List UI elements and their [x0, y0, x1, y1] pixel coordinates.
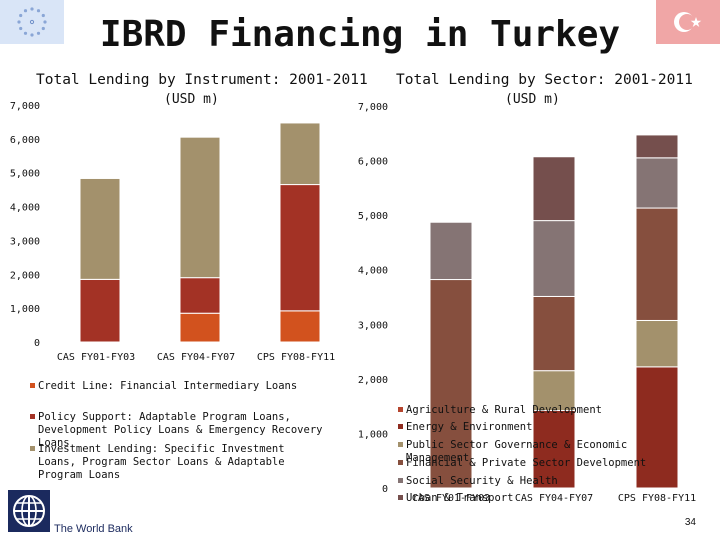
bar-segment [79, 177, 121, 280]
y-tick-label: 0 [382, 484, 388, 495]
bar-segment [279, 310, 321, 343]
x-tick-label: CPS FY08-FY11 [618, 493, 696, 504]
legend-swatch [398, 460, 403, 465]
sector-chart: 0 1,000 2,000 3,000 4,000 5,000 6,000 7,000 CAS … [358, 102, 696, 504]
legend-label: Investment Lending: Specific Investment … [38, 443, 285, 481]
y-tick-label: 6,000 [10, 135, 40, 146]
y-tick-label: 2,000 [10, 270, 40, 281]
y-tick-label: 2,000 [358, 375, 388, 386]
legend-swatch [30, 414, 35, 419]
instrument-legend: Credit Line: Financial Intermediary Loan… [30, 380, 350, 481]
bar-segment [79, 278, 121, 343]
legend-swatch [398, 424, 403, 429]
legend-label: Urban & Transport [406, 492, 514, 504]
bar-segment [279, 184, 321, 312]
bar-segment [179, 136, 221, 279]
x-tick-label: CPS FY08-FY11 [257, 352, 335, 363]
right-chart-title: Total Lending by Sector: 2001-2011 [396, 72, 693, 88]
bar-segment [532, 220, 576, 297]
x-tick-label: CAS FY01-FY03 [412, 493, 490, 504]
y-tick-label: 5,000 [358, 211, 388, 222]
legend-swatch [30, 446, 35, 451]
legend-item: Investment Lending: Specific Investment … [30, 443, 350, 481]
page-title: IBRD Financing in Turkey [99, 14, 621, 55]
y-tick-label: 1,000 [358, 429, 388, 440]
bar-segment [532, 370, 576, 412]
bar-segment [635, 134, 679, 159]
right-chart-unit: (USD m) [505, 92, 560, 107]
legend-item: Public Sector Governance & Economic Mana… [398, 439, 698, 464]
legend-swatch [30, 383, 35, 388]
legend-label: Energy & Environment [406, 421, 533, 433]
bar-segment [635, 366, 679, 489]
legend-item: Agriculture & Rural Development [398, 404, 698, 418]
bar-segment [429, 221, 473, 281]
bar-segment [635, 157, 679, 209]
bar-segment [532, 156, 576, 222]
y-tick-label: 4,000 [358, 266, 388, 277]
bar-segment [279, 122, 321, 186]
bar-segment [532, 295, 576, 372]
y-tick-label: 5,000 [10, 169, 40, 180]
legend-item: Social Security & Health [398, 475, 698, 489]
legend-label: Agriculture & Rural Development [406, 404, 602, 416]
x-tick-label: CAS FY04-FY07 [157, 352, 235, 363]
legend-item: Policy Support: Adaptable Program Loans,… [30, 411, 350, 449]
y-tick-label: 7,000 [10, 101, 40, 112]
y-tick-label: 3,000 [10, 236, 40, 247]
y-tick-label: 4,000 [10, 203, 40, 214]
bar-segment [532, 410, 576, 489]
legend-label: Social Security & Health [406, 475, 558, 487]
y-tick-label: 0 [34, 338, 40, 349]
legend-swatch [398, 495, 403, 500]
legend-swatch [398, 407, 403, 412]
legend-swatch [398, 478, 403, 483]
legend-item: Energy & Environment [398, 421, 698, 435]
y-tick-label: 6,000 [358, 157, 388, 168]
legend-label: Credit Line: Financial Intermediary Loan… [38, 380, 298, 392]
legend-item: Urban & Transport [398, 492, 698, 506]
sector-legend: Agriculture & Rural Development Energy &… [398, 404, 698, 504]
legend-label: Policy Support: Adaptable Program Loans,… [38, 411, 323, 449]
x-tick-label: CAS FY01-FY03 [57, 352, 135, 363]
bar-segment [179, 277, 221, 314]
legend-item: Financial & Private Sector Development [398, 457, 698, 471]
eu-flag-logo [0, 0, 64, 44]
left-chart-title: Total Lending by Instrument: 2001-2011 [36, 72, 368, 88]
x-tick-label: CAS FY04-FY07 [515, 493, 593, 504]
y-tick-label: 1,000 [10, 304, 40, 315]
bar-segment [635, 319, 679, 368]
instrument-chart: 0 1,000 2,000 3,000 4,000 5,000 6,000 7,000 CAS … [10, 101, 335, 363]
legend-label: Financial & Private Sector Development [406, 457, 647, 469]
bar-segment [635, 207, 679, 321]
y-tick-label: 3,000 [358, 320, 388, 331]
turkey-flag-logo [656, 0, 720, 44]
world-bank-logo [8, 490, 50, 532]
bar-segment [179, 312, 221, 343]
y-tick-label: 7,000 [358, 102, 388, 113]
legend-swatch [398, 442, 403, 447]
world-bank-name: The World Bank [54, 523, 133, 535]
page-number: 34 [684, 517, 696, 528]
left-chart-unit: (USD m) [164, 92, 219, 107]
legend-label: Public Sector Governance & Economic Mana… [406, 439, 628, 464]
legend-item: Credit Line: Financial Intermediary Loan… [30, 380, 350, 394]
